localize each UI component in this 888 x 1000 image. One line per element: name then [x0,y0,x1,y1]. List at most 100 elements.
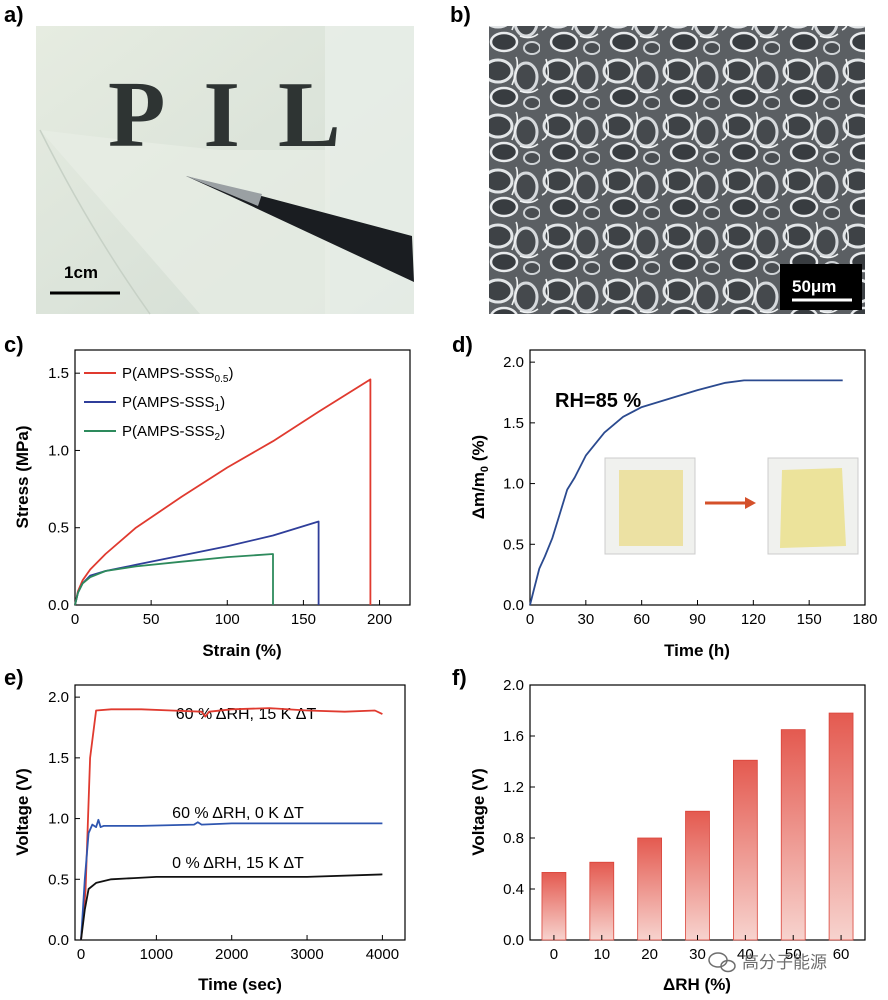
y-tick-label-e-0: 0.0 [48,932,69,949]
pen [186,176,414,282]
x-tick-label-f-4: 40 [737,946,754,963]
y-tick-label-c-1: 0.5 [48,520,69,537]
y-tick-label-e-4: 2.0 [48,689,69,706]
panel-label-b: b) [450,2,471,27]
bar-50 [780,729,806,941]
y-tick-label-f-5: 2.0 [503,677,524,694]
legend-label-c-0-end: ) [228,365,233,382]
y-tick-label-f-2: 0.8 [503,830,524,847]
y-tick-label-f-4: 1.6 [503,728,524,745]
y-tick-label-f-3: 1.2 [503,779,524,796]
x-tick-label-f-2: 20 [641,946,658,963]
x-tick-label-d-0: 0 [526,611,534,628]
arrow-icon [705,497,756,509]
y-axis-title-e: Voltage (V) [13,768,32,856]
scale-label-a: 1cm [64,263,98,282]
series-label-e-1: 60 % ΔRH, 0 K ΔT [172,805,304,822]
scale-box-b [780,264,862,310]
series-line-e-0 [80,707,383,941]
series-label-e-0: 60 % ΔRH, 15 K ΔT [176,706,317,723]
bar-30 [685,810,710,941]
panel-label-f: f) [452,665,467,690]
x-tick-label-f-0: 0 [550,946,558,963]
y-tick-label-d-4: 2.0 [503,354,524,371]
y-axis-title-d: Δm/m0 (%) [469,435,491,519]
legend-label-c-2-main: P(AMPS-SSS [122,423,215,440]
bar-10 [589,861,615,941]
x-tick-label-e-0: 0 [77,946,85,963]
photo-b: 50μm [489,26,865,314]
x-tick-label-e-2: 2000 [215,946,248,963]
y-axis-title-c: Stress (MPa) [13,426,32,529]
y-tick-label-f-0: 0.0 [503,932,524,949]
chart-e: 60 % ΔRH, 15 K ΔT 60 % ΔRH, 0 K ΔT 0 % Δ… [13,684,406,994]
series-line-c-1 [74,520,320,606]
y-tick-label-f-1: 0.4 [503,881,524,898]
y-tick-label-e-1: 0.5 [48,871,69,888]
annotation-d: RH=85 % [555,390,641,412]
legend-label-c-0-sub: 0.5 [215,374,229,385]
y-axis-title-d-main: Δm/m [469,472,488,519]
x-axis-title-f: ΔRH (%) [663,975,731,994]
legend-label-c-2-end: ) [220,423,225,440]
y-axis-title-f: Voltage (V) [469,768,488,856]
y-tick-label-c-3: 1.5 [48,365,69,382]
watermark: 高分子能源 [708,952,827,973]
legend-label-c-1-sub: 1 [215,403,221,414]
series-line-c-0 [74,378,372,606]
y-tick-label-d-2: 1.0 [503,476,524,493]
photo-a: PIL 1cm [36,26,414,315]
y-tick-label-d-1: 0.5 [503,536,524,553]
x-tick-label-d-1: 30 [577,611,594,628]
legend-label-c-2: P(AMPS-SSS2) [122,423,225,443]
legend-label-c-0-main: P(AMPS-SSS [122,365,215,382]
bar-0 [541,872,567,941]
chart-d: RH=85 % Time (h) Δm/m0 (%) 0.00.51.01.52… [469,349,878,660]
y-axis-title-d-end: (%) [469,435,488,466]
panel-label-c: c) [4,332,24,357]
x-tick-label-d-6: 180 [852,611,877,628]
y-tick-label-e-2: 1.0 [48,811,69,828]
x-tick-label-d-4: 120 [741,611,766,628]
panel-label-e: e) [4,665,24,690]
x-tick-label-c-1: 50 [143,611,160,628]
legend-c: P(AMPS-SSS0.5) P(AMPS-SSS1) P(AMPS-SSS2) [84,365,233,443]
legend-label-c-1: P(AMPS-SSS1) [122,394,225,414]
y-tick-label-d-3: 1.5 [503,415,524,432]
x-tick-label-d-3: 90 [689,611,706,628]
x-axis-title-e: Time (sec) [198,975,282,994]
scale-label-b: 50μm [792,277,836,296]
x-tick-label-c-0: 0 [71,611,79,628]
y-axis-title-d-sub: 0 [479,466,491,472]
bar-20 [637,837,663,941]
x-tick-label-e-1: 1000 [140,946,173,963]
x-tick-label-f-1: 10 [593,946,610,963]
x-tick-label-c-3: 150 [291,611,316,628]
x-tick-label-c-2: 100 [215,611,240,628]
series-line-d-0 [529,379,843,606]
pil-letters: PIL [108,63,379,167]
bar-40 [732,759,758,941]
x-tick-label-e-3: 3000 [290,946,323,963]
panel-label-d: d) [452,332,473,357]
chart-c: P(AMPS-SSS0.5) P(AMPS-SSS1) P(AMPS-SSS2)… [13,349,411,660]
series-line-e-1 [80,818,383,941]
legend-label-c-1-end: ) [220,394,225,411]
y-tick-label-c-2: 1.0 [48,442,69,459]
chart-f: ΔRH (%) Voltage (V) 0.0 0.4 0.8 1.2 1.6 2.0 0 1… [469,677,866,994]
x-tick-label-c-4: 200 [367,611,392,628]
y-tick-label-d-0: 0.0 [503,597,524,614]
y-tick-label-e-3: 1.5 [48,750,69,767]
x-tick-label-d-2: 60 [633,611,650,628]
x-tick-label-e-4: 4000 [366,946,399,963]
y-tick-label-c-0: 0.0 [48,597,69,614]
series-label-e-2: 0 % ΔRH, 15 K ΔT [172,855,304,872]
wechat-icon [708,952,736,973]
x-tick-label-f-5: 50 [785,946,802,963]
legend-label-c-0: P(AMPS-SSS0.5) [122,365,233,385]
x-axis-title-d: Time (h) [664,641,730,660]
watermark-text: 高分子能源 [742,953,827,973]
pil-letters-text: PIL [108,63,379,167]
bar-60 [828,712,854,941]
